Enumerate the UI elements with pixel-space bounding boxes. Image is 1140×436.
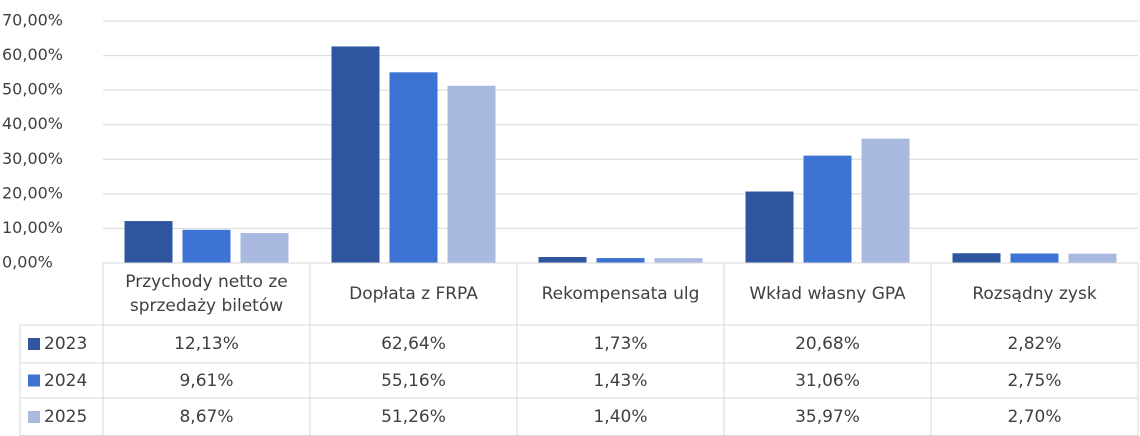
y-tick-label: 70,00% — [2, 11, 63, 30]
category-label: Wkład własny GPA — [749, 284, 906, 304]
table-value: 35,97% — [795, 407, 860, 427]
y-tick-label: 60,00% — [2, 45, 63, 64]
legend-label: 2024 — [44, 370, 88, 391]
legend-label: 2023 — [44, 334, 88, 354]
table-value: 1,40% — [593, 407, 648, 427]
table-value: 8,67% — [179, 407, 234, 427]
table-value: 12,13% — [174, 334, 239, 354]
y-tick-label: 40,00% — [2, 114, 63, 133]
bar — [182, 229, 231, 263]
legend-key — [28, 338, 40, 350]
category-label: Przychody netto ze sprzedaży biletów — [125, 272, 288, 316]
bar — [124, 221, 173, 263]
table-value: 62,64% — [381, 334, 446, 354]
legend-label: 2025 — [44, 407, 88, 427]
bar — [538, 257, 587, 263]
bar — [654, 258, 703, 263]
bar — [1068, 253, 1117, 263]
bar — [240, 233, 289, 263]
table-value: 51,26% — [381, 407, 446, 427]
table-value: 1,43% — [593, 370, 648, 391]
y-tick-label: 20,00% — [2, 183, 63, 202]
bar — [861, 138, 910, 263]
bar — [331, 46, 380, 263]
table-value: 2,70% — [1007, 407, 1062, 427]
category-label: Rozsądny zysk — [972, 284, 1097, 304]
legend-key — [28, 411, 40, 423]
table-value: 2,75% — [1007, 370, 1062, 391]
y-tick-label: 10,00% — [2, 218, 63, 237]
bar — [803, 155, 852, 263]
table-value: 9,61% — [179, 370, 234, 391]
table-value: 2,82% — [1007, 334, 1062, 354]
bar — [952, 253, 1001, 263]
y-tick-label: 50,00% — [2, 80, 63, 99]
table-value: 31,06% — [795, 370, 860, 391]
y-tick-label: 30,00% — [2, 149, 63, 168]
category-label: Rekompensata ulg — [541, 284, 700, 304]
bar — [1010, 253, 1059, 263]
table-value: 1,73% — [593, 334, 648, 354]
y-tick-label: 0,00% — [2, 253, 53, 272]
table-value: 55,16% — [381, 370, 446, 391]
bar — [389, 72, 438, 263]
bar — [745, 191, 794, 263]
bar — [447, 85, 496, 263]
legend-key — [28, 374, 40, 387]
table-value: 20,68% — [795, 334, 860, 354]
category-label: Dopłata z FRPA — [349, 284, 478, 304]
bar — [596, 258, 645, 263]
